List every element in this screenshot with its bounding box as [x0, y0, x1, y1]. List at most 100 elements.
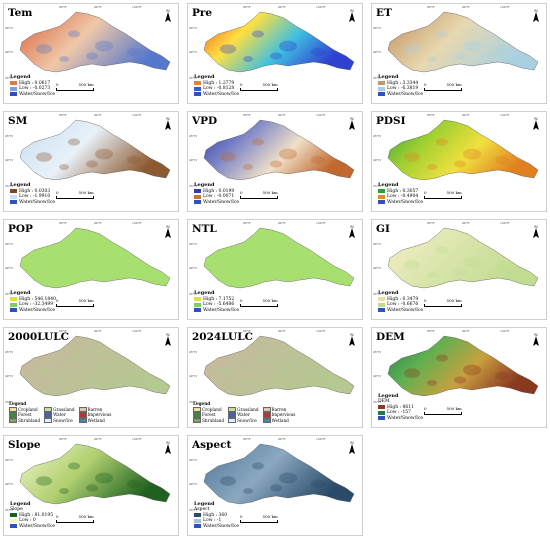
map-texture [59, 164, 69, 170]
legend-swatch [262, 417, 271, 423]
region-map [387, 227, 539, 289]
map-texture [404, 152, 420, 162]
map-texture [436, 246, 448, 254]
map-texture [86, 376, 98, 384]
legend-water-row: Water/Snow/Ice [194, 308, 239, 314]
region-outline [387, 119, 539, 181]
region-map [203, 443, 355, 505]
legend-label: Grassland [237, 406, 259, 412]
latitude-label: 40°N [5, 374, 13, 378]
map-texture [220, 44, 236, 54]
map-texture [311, 47, 325, 57]
legend-swatch [44, 406, 53, 412]
legend-swatch [262, 406, 271, 412]
legend-title: Legend [194, 290, 215, 296]
legend-high-label: High : 81.0195 [19, 512, 54, 518]
scale-zero: 0 [240, 298, 243, 303]
svg-text:N: N [350, 9, 354, 13]
legend-swatch [228, 406, 237, 412]
north-arrow-icon: N [349, 333, 355, 346]
longitude-labels: 80°E 90°E 100°E [188, 221, 362, 227]
legend-item: Shrubland [193, 417, 225, 423]
map-legend: Legend High : 3.3344 Low : -6.3819 Water/Sn… [378, 74, 423, 97]
map-legend: Legend Aspect High : 360 Low : -1 Water/Snow… [194, 501, 239, 530]
scale-zero: 0 [240, 514, 243, 519]
longitude-label: 90°E [94, 5, 102, 9]
panel-title: NTL [192, 223, 217, 235]
map-panel-slope: Slope 80°E 90°E 100°E 45°N 40°N 35°N N Legend Slo… [3, 435, 179, 536]
legend-water-row: Water/Snow/Ice [378, 308, 423, 314]
map-panel-et: ET 80°E 90°E 100°E 45°N 40°N 35°N N Legend High :… [371, 3, 547, 104]
map-texture [243, 380, 253, 386]
latitude-label: 45°N [5, 26, 13, 30]
longitude-label: 100°E [316, 5, 326, 9]
north-arrow-icon: N [533, 9, 539, 22]
legend-high-row: High : 0.3479 [378, 297, 423, 303]
latitude-label: 45°N [5, 134, 13, 138]
legend-swatch [262, 412, 271, 418]
region-outline [19, 335, 171, 397]
legend-low-row: Low : -157 [378, 410, 423, 416]
map-texture [68, 246, 80, 254]
map-texture [270, 376, 282, 384]
legend-high-label: High : 7.1752 [203, 296, 235, 302]
legend-swatch [228, 417, 237, 423]
region-outline [19, 227, 171, 289]
legend-swatch [78, 406, 87, 412]
panel-title: GI [376, 223, 390, 235]
latitude-label: 35°N [373, 184, 381, 188]
legend-water-label: Water/Snow/Ice [19, 199, 56, 205]
legend-swatch [378, 194, 385, 199]
map-texture [220, 152, 236, 162]
legend-label: Wetland [271, 417, 289, 423]
map-texture [59, 380, 69, 386]
legend-swatch [10, 86, 17, 91]
legend-label: Shrubland [202, 417, 225, 423]
legend-swatch [10, 518, 17, 523]
legend-swatch [78, 412, 87, 418]
longitude-label: 90°E [278, 329, 286, 333]
panel-title: Pre [192, 7, 213, 19]
legend-low-row: Low : -1.9910 [10, 194, 55, 200]
map-panel-lulc2000: 2000LULC 80°E 90°E 100°E 45°N 40°N 35°N N Legend… [3, 327, 179, 428]
legend-subtitle: Aspect [194, 507, 210, 512]
scale-line [424, 196, 462, 199]
legend-low-label: Low : -0.6676 [387, 302, 419, 307]
longitude-label: 90°E [462, 5, 470, 9]
svg-text:N: N [166, 9, 170, 13]
legend-title: Legend [194, 182, 215, 188]
scale-bar: 0 500 km [240, 298, 278, 307]
legend-label: Shrubland [18, 417, 41, 423]
legend-item: Impervious [262, 412, 295, 418]
legend-swatch [44, 412, 53, 418]
region-map [19, 227, 171, 289]
longitude-label: 100°E [500, 5, 510, 9]
region-outline [19, 11, 171, 73]
scale-line [424, 412, 462, 415]
map-texture [252, 246, 264, 254]
latitude-label: 45°N [5, 242, 13, 246]
legend-high-label: High : 8611 [387, 404, 414, 410]
legend-water-row: Water/Snow/Ice [194, 92, 239, 98]
longitude-label: 100°E [500, 221, 510, 225]
map-texture [243, 56, 253, 62]
scale-bar: 0 500 km [424, 82, 462, 91]
map-texture [495, 155, 509, 165]
legend-item: Cropland [9, 406, 40, 412]
north-arrow-icon: N [165, 117, 171, 130]
panel-title: Slope [8, 439, 41, 451]
latitude-labels: 45°N 40°N 35°N [373, 112, 381, 211]
panel-title: DEM [376, 331, 405, 343]
longitude-label: 90°E [94, 437, 102, 441]
region-map [19, 443, 171, 505]
svg-text:N: N [350, 225, 354, 229]
latitude-labels: 45°N 40°N 35°N [5, 220, 13, 319]
north-arrow-icon: N [349, 9, 355, 22]
legend-swatch [378, 86, 385, 91]
region-map [387, 11, 539, 73]
legend-high-row: High : 0.0617 [10, 81, 55, 87]
legend-low-label: Low : -0.8128 [203, 86, 235, 91]
legend-item: Water [228, 412, 258, 418]
legend-title: Legend [10, 290, 31, 296]
longitude-label: 90°E [278, 5, 286, 9]
